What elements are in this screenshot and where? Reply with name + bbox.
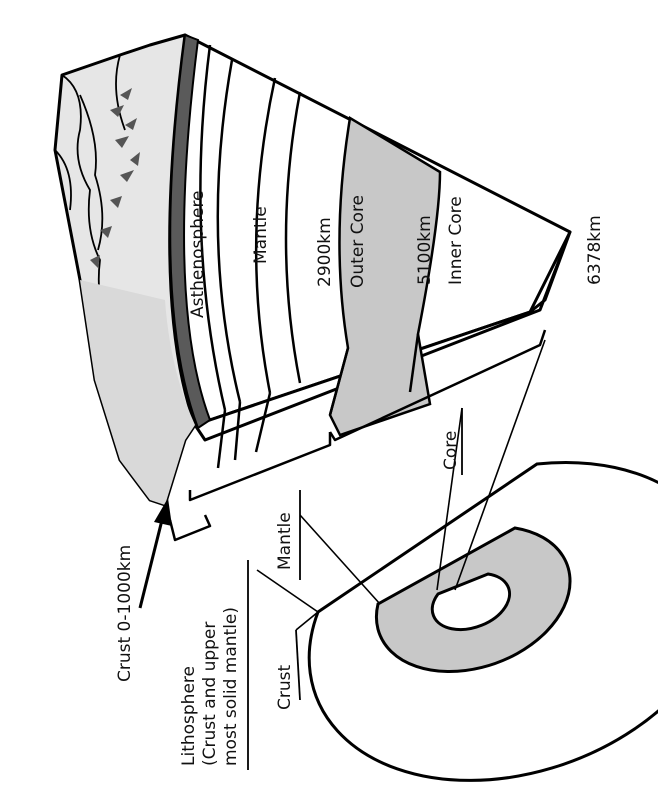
arc-upper-mantle: [284, 91, 302, 384]
terrain-texture: [54, 54, 126, 331]
layer-arcs: [199, 44, 302, 411]
cross-section: [307, 461, 658, 782]
section-core: [430, 572, 511, 632]
label-crust: Crust: [275, 665, 295, 710]
arc-asthenosphere-inner: [216, 59, 242, 403]
label-lithosphere-line3: most solid mantle): [221, 607, 241, 766]
crust-band: [169, 33, 212, 430]
mountain-marks: [90, 88, 140, 268]
label-core: Core: [441, 431, 461, 470]
label-depth-6378: 6378km: [585, 215, 605, 285]
label-lithosphere-line2: (Crust and upper: [200, 622, 220, 766]
surface-shade: [80, 280, 195, 505]
side-face-lines: [216, 333, 420, 469]
label-mantle-top: Mantle: [251, 206, 271, 264]
label-crust-depth: Crust 0-1000km: [115, 545, 135, 682]
label-depth-2900: 2900km: [315, 217, 335, 287]
scale-brackets: [168, 329, 547, 542]
arc-asthenosphere-outer: [199, 44, 227, 411]
label-inner-core: Inner Core: [446, 196, 466, 285]
connector-lines: [256, 339, 546, 631]
arc-mantle: [254, 77, 277, 394]
label-lithosphere-line1: Lithosphere: [179, 666, 199, 766]
wedge-side-face: [193, 230, 572, 442]
label-asthenosphere: Asthenosphere: [188, 190, 208, 318]
label-depth-5100: 5100km: [415, 215, 435, 285]
crust-arrow: [138, 498, 172, 609]
label-outer-core: Outer Core: [348, 195, 368, 288]
label-underlines: [247, 408, 463, 770]
label-mantle-bottom: Mantle: [275, 512, 295, 570]
